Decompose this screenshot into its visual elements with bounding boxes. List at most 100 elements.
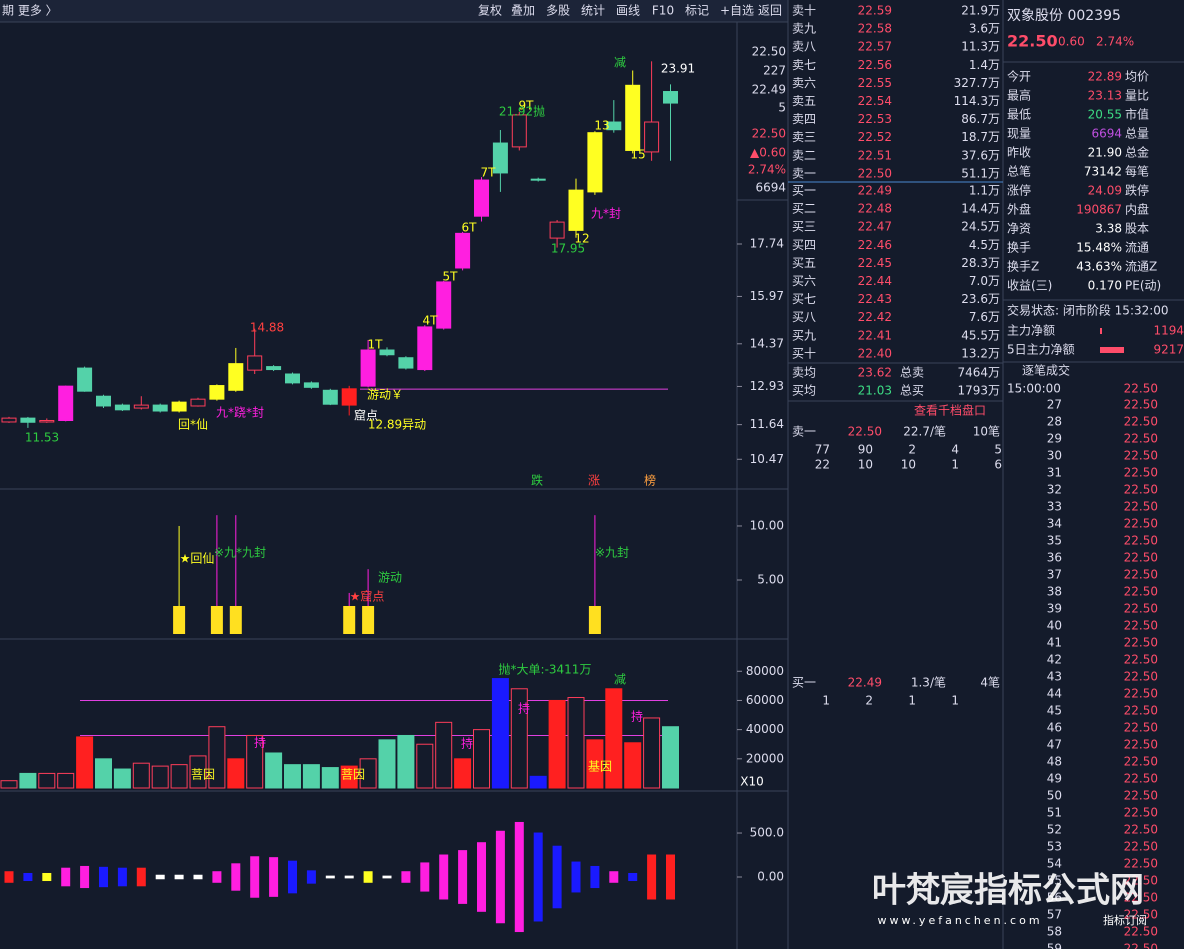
book-label: 买八 (792, 310, 816, 324)
histogram-bar (306, 870, 316, 884)
quote-label: 涨停 (1007, 183, 1031, 198)
quote-value: 24.09 (1088, 184, 1122, 198)
toolbar-button[interactable]: 多股 (546, 4, 570, 18)
annotation: 13 (594, 119, 609, 133)
book-volume: 114.3万 (954, 94, 1000, 108)
quote-label: PE(动) (1125, 279, 1161, 293)
candle-body (96, 395, 111, 407)
status: 交易状态: 闭市阶段 15:32:00 (1007, 303, 1169, 318)
quote-label: 流通Z (1125, 260, 1157, 274)
toolbar-button[interactable]: 标记 (685, 4, 709, 18)
quote-label: 每笔 (1125, 164, 1149, 179)
book-volume: 4.5万 (969, 238, 1000, 252)
y-tick-label: 20000 (746, 751, 784, 765)
histogram-bar (609, 871, 619, 883)
queue-cell: 2 (865, 694, 873, 708)
tick-time: 40 (1047, 619, 1062, 633)
quote-label: 均价 (1125, 70, 1149, 84)
tick-price: 22.50 (1124, 585, 1158, 599)
signal-icon (210, 606, 223, 634)
volume-bar (378, 739, 396, 789)
book-price: 22.41 (858, 328, 892, 342)
book-price: 22.48 (858, 202, 892, 216)
histogram-bar (23, 872, 33, 882)
tick-time: 43 (1047, 670, 1062, 684)
book-price: 22.53 (858, 112, 892, 126)
annotation: 6T (462, 221, 478, 235)
book-price: 22.55 (858, 76, 892, 90)
quote-label: 市值 (1125, 107, 1149, 122)
queue-cell: 1 (951, 458, 959, 472)
queue-head: 买一 (792, 676, 816, 690)
histogram-bar (80, 865, 90, 889)
tick-price: 22.50 (1124, 483, 1158, 497)
quote-value: 20.55 (1088, 108, 1122, 122)
price-info: ▲0.60 (750, 146, 786, 160)
tick-price: 22.50 (1124, 398, 1158, 412)
annotation: 持 (631, 709, 643, 724)
book-price: 22.59 (858, 4, 892, 18)
quote-label: 今开 (1007, 69, 1031, 84)
y-tick-label: 10.00 (750, 518, 784, 532)
quote-label: 总笔 (1007, 164, 1031, 179)
toolbar-button[interactable]: 统计 (581, 4, 605, 18)
tick-price: 22.50 (1124, 653, 1158, 667)
tick-price: 22.50 (1124, 534, 1158, 548)
y-tick-label: 15.97 (750, 289, 784, 303)
queue-head: 10笔 (973, 424, 1000, 439)
volume-bar (151, 765, 169, 789)
book-label: 卖四 (792, 112, 816, 126)
volume-bar (340, 765, 358, 789)
price-info: 2.74% (748, 163, 786, 177)
book-price: 22.51 (858, 148, 892, 162)
book-price: 22.45 (858, 256, 892, 270)
tick-time: 15:00:00 (1007, 382, 1061, 396)
annotation: 榜 (644, 473, 656, 488)
toolbar-button[interactable]: 复权 (478, 4, 502, 18)
candle-body (303, 382, 319, 388)
flow-value: 1194 (1153, 324, 1184, 338)
y-tick-label: 5.00 (757, 572, 784, 586)
tick-time: 56 (1047, 891, 1062, 905)
toolbar-button[interactable]: 叠加 (511, 4, 535, 18)
book-label: 总卖 (900, 366, 924, 380)
tick-price: 22.50 (1124, 636, 1158, 650)
volume-bar (473, 729, 490, 789)
quote-value: 73142 (1084, 165, 1122, 179)
tick-time: 46 (1047, 721, 1062, 735)
depth-link[interactable]: 查看千档盘口 (914, 403, 986, 418)
histogram-bar (363, 871, 373, 883)
tick-time: 49 (1047, 772, 1062, 786)
volume-bar (624, 742, 642, 789)
tick-time: 42 (1047, 653, 1062, 667)
toolbar-button[interactable]: +自选 (720, 4, 754, 18)
book-volume: 1793万 (957, 384, 1000, 398)
candle-body (247, 355, 263, 371)
y-tick-label: 11.64 (750, 417, 784, 431)
book-volume: 28.3万 (961, 256, 1000, 270)
y-tick-label: 60000 (746, 693, 784, 707)
candle-body (77, 367, 93, 392)
annotation: 14.88 (250, 321, 284, 335)
book-price: 22.47 (858, 220, 892, 234)
queue-cell: 4 (951, 443, 959, 457)
toolbar (0, 0, 788, 22)
book-label: 卖七 (792, 58, 816, 72)
quote-label: 量比 (1125, 89, 1149, 103)
tick-time: 32 (1047, 483, 1062, 497)
queue-cell: 22 (815, 458, 830, 472)
book-price: 22.44 (858, 274, 892, 288)
toolbar-button[interactable]: F10 (652, 4, 674, 18)
candle-body (171, 401, 187, 412)
toolbar-button[interactable]: 画线 (616, 4, 640, 18)
signal-icon (588, 606, 601, 634)
quote-value: 0.170 (1088, 279, 1122, 293)
candle-body (228, 363, 244, 391)
price-info: 227 (763, 64, 786, 78)
annotation: X10 (740, 775, 764, 789)
toolbar-button[interactable]: 返回 (758, 4, 782, 18)
candle-body (341, 388, 357, 406)
tick-price: 22.50 (1124, 721, 1158, 735)
tick-price: 22.50 (1124, 857, 1158, 871)
